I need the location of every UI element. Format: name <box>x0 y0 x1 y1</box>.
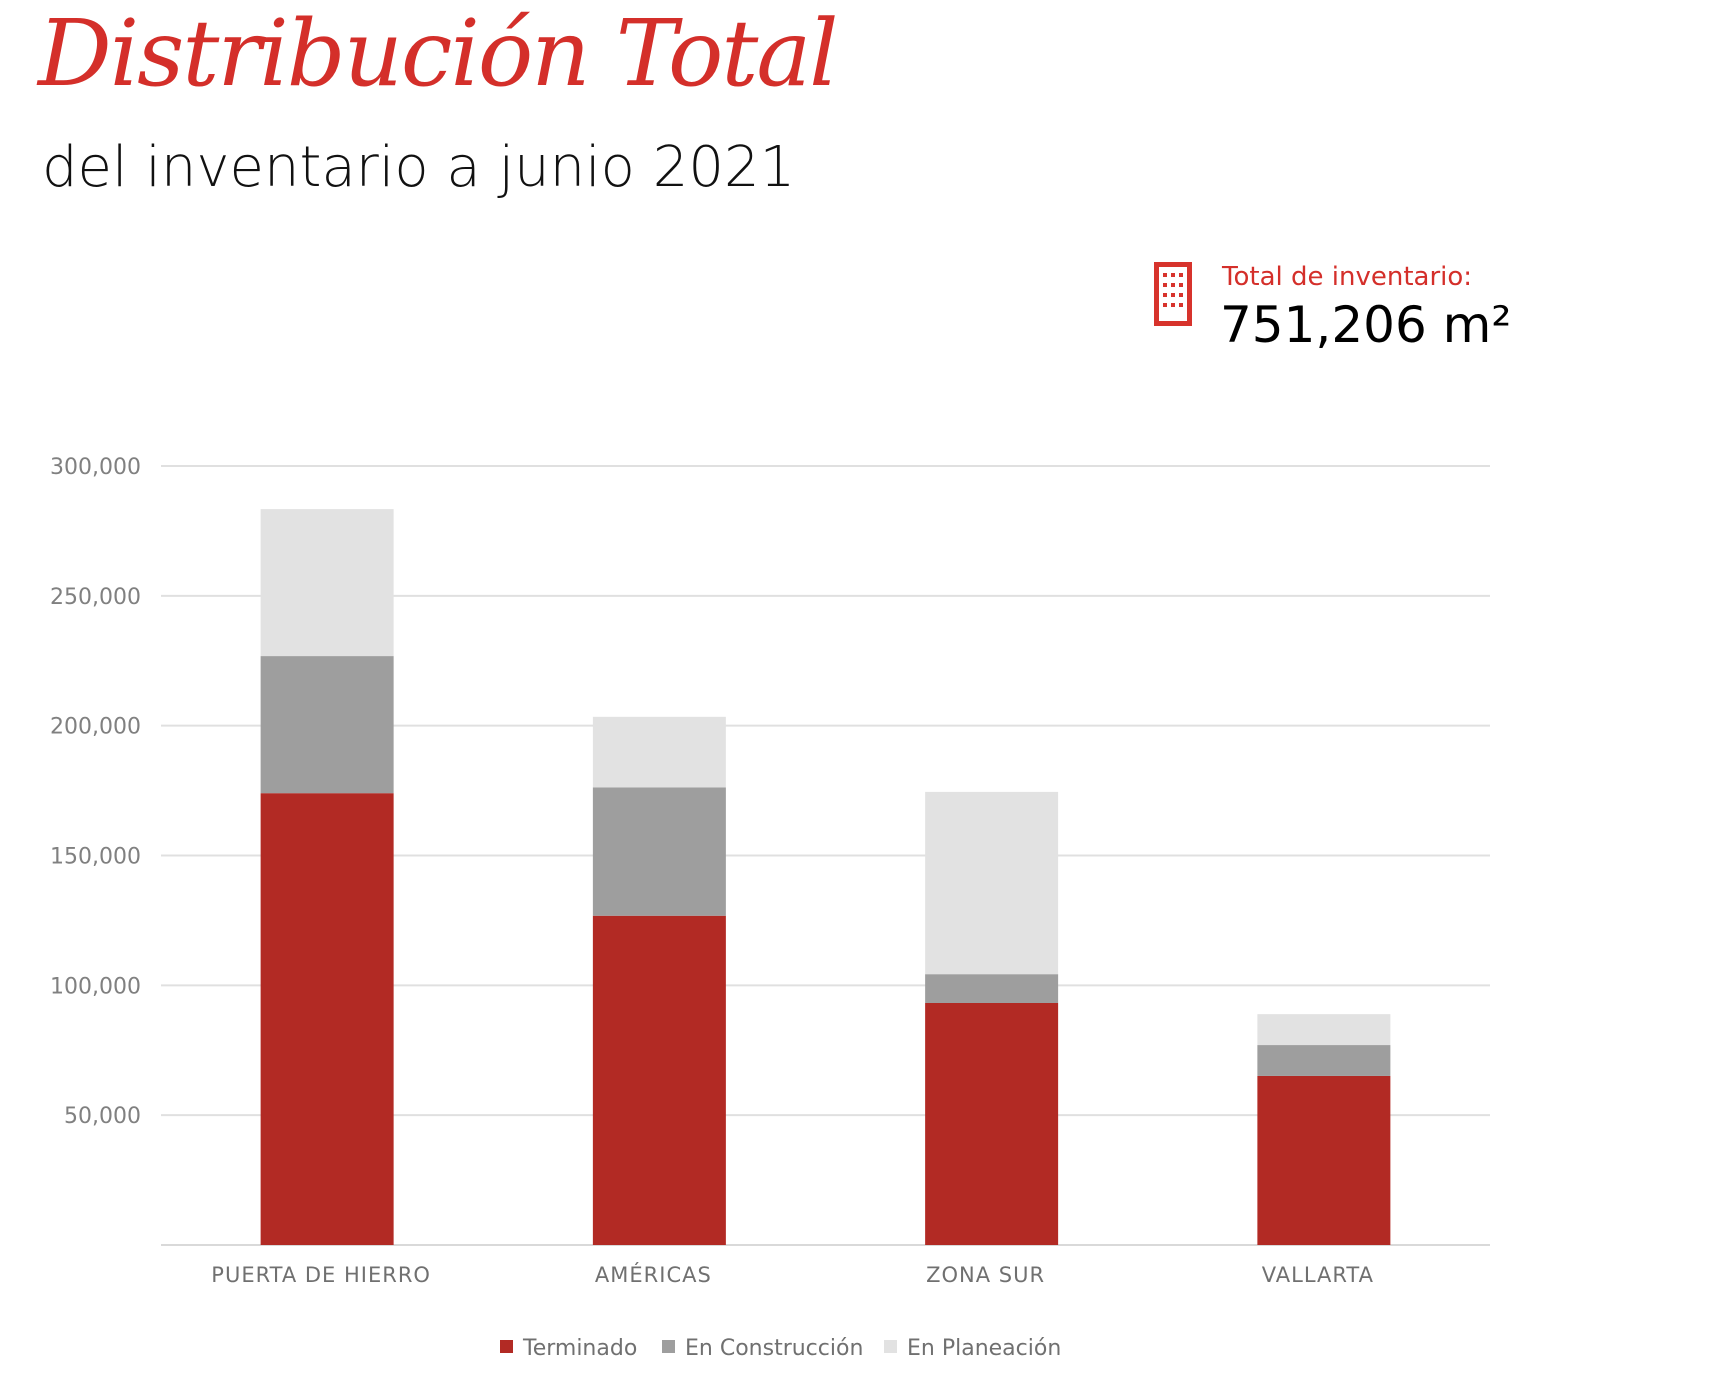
bar-terminado <box>592 915 726 1245</box>
bar-terminado <box>925 1002 1059 1245</box>
x-tick-label: AMÉRICAS <box>595 1262 712 1287</box>
y-tick-label: 150,000 <box>50 845 141 870</box>
bar-en-construcción <box>925 974 1059 1003</box>
y-tick-label: 100,000 <box>50 974 141 999</box>
x-tick-label: ZONA SUR <box>926 1263 1045 1287</box>
bar-terminado <box>260 793 394 1245</box>
chart-title: Distribución Total <box>38 0 839 107</box>
legend-swatch <box>500 1340 513 1353</box>
y-tick-label: 50,000 <box>64 1104 141 1129</box>
bar-terminado <box>1257 1075 1391 1245</box>
chart-subtitle: del inventario a junio 2021 <box>42 135 796 200</box>
y-tick-label: 200,000 <box>50 715 141 740</box>
total-value: 751,206 m² <box>1220 296 1512 354</box>
y-tick-label: 250,000 <box>50 585 141 610</box>
bar-en-planeación <box>592 716 726 788</box>
legend-label: En Construcción <box>685 1336 863 1361</box>
bar-en-construcción <box>592 787 726 916</box>
x-tick-label: PUERTA DE HIERRO <box>211 1263 431 1287</box>
legend-label: Terminado <box>522 1336 637 1361</box>
total-label: Total de inventario: <box>1222 262 1473 292</box>
building-icon <box>1154 262 1192 326</box>
legend-swatch <box>884 1340 897 1353</box>
bar-en-planeación <box>925 791 1059 975</box>
x-tick-label: VALLARTA <box>1262 1263 1374 1287</box>
legend-swatch <box>662 1340 675 1353</box>
y-tick-label: 300,000 <box>50 455 141 480</box>
bar-en-planeación <box>260 509 394 657</box>
bar-en-planeación <box>1257 1014 1391 1046</box>
bar-en-construcción <box>1257 1045 1391 1076</box>
bar-en-construcción <box>260 656 394 794</box>
legend-label: En Planeación <box>907 1336 1061 1361</box>
